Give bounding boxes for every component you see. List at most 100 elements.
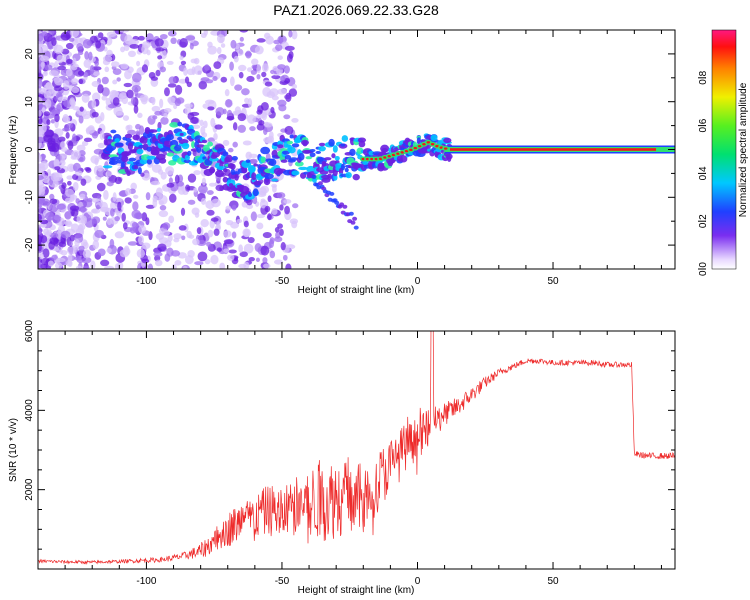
snr-x-tick-label: 50 — [547, 576, 559, 587]
tone-lead-core — [426, 141, 431, 144]
noise-speckle — [137, 112, 143, 118]
ridge-blob — [280, 159, 288, 163]
ridge-blob — [309, 148, 316, 153]
noise-speckle — [139, 94, 149, 103]
noise-speckle — [47, 260, 54, 267]
noise-speckle — [227, 254, 235, 261]
noise-speckle — [97, 32, 104, 39]
noise-speckle — [220, 43, 226, 48]
noise-speckle — [182, 190, 189, 196]
noise-speckle — [64, 220, 69, 226]
noise-speckle — [291, 30, 298, 40]
ridge-blob — [128, 157, 137, 162]
spectrogram-y-tick-label: 10 — [24, 96, 35, 108]
noise-speckle — [168, 76, 177, 84]
noise-speckle — [85, 167, 92, 173]
noise-speckle — [245, 204, 254, 210]
noise-speckle — [100, 111, 105, 122]
tone-lead-core — [417, 144, 422, 148]
noise-speckle — [292, 84, 298, 89]
noise-speckle — [42, 175, 50, 184]
spectrogram-y-axis-label: Frequency (Hz) — [8, 116, 19, 185]
snr-x-tick-label: 0 — [415, 576, 421, 587]
noise-speckle — [60, 230, 71, 239]
noise-speckle — [120, 63, 129, 70]
ridge-blob — [344, 167, 349, 173]
noise-speckle — [267, 195, 272, 203]
noise-speckle — [80, 178, 87, 186]
noise-speckle — [56, 104, 61, 111]
noise-speckle — [275, 44, 283, 52]
colorbar: 0.0 0.2 0.4 0.6 0.8 Normalized spectral ampl… — [698, 29, 749, 276]
noise-speckle — [52, 214, 61, 224]
noise-speckle — [101, 76, 109, 85]
noise-speckle — [155, 187, 163, 197]
noise-speckle — [38, 78, 43, 88]
noise-speckle — [212, 75, 218, 81]
noise-speckle — [267, 213, 272, 221]
noise-speckle — [77, 51, 84, 56]
noise-speckle — [261, 71, 267, 78]
ridge-blob — [166, 152, 175, 157]
noise-speckle — [231, 231, 237, 239]
noise-speckle — [70, 223, 80, 233]
noise-speckle — [126, 124, 133, 130]
noise-speckle — [48, 70, 59, 77]
noise-speckle — [58, 249, 64, 255]
noise-speckle — [140, 172, 145, 177]
noise-speckle — [82, 39, 92, 49]
colorbar-tick-label: 0.6 — [698, 118, 709, 132]
branch-blob — [348, 211, 354, 216]
noise-speckle — [163, 112, 168, 119]
spectrogram-y-tick-label: 20 — [24, 48, 35, 60]
colorbar-tick-label: 0.8 — [698, 70, 709, 84]
tone-lead-core — [409, 148, 413, 152]
snr-x-axis-label: Height of straight line (km) — [298, 585, 415, 596]
spectrogram-y-tick-label: 0 — [24, 146, 35, 152]
noise-speckle — [209, 182, 217, 187]
noise-speckle — [91, 80, 100, 88]
ridge-blob — [277, 144, 284, 149]
noise-speckle — [223, 230, 232, 238]
noise-speckle — [57, 136, 66, 143]
noise-speckle — [213, 61, 222, 69]
noise-speckle — [99, 130, 105, 141]
ridge-blob — [430, 134, 438, 142]
noise-speckle — [258, 120, 265, 126]
noise-speckle — [166, 60, 174, 65]
noise-speckle — [292, 203, 299, 209]
noise-speckle — [60, 141, 66, 149]
noise-speckle — [170, 37, 177, 45]
noise-speckle — [165, 166, 175, 176]
noise-speckle — [68, 240, 73, 247]
noise-speckle — [51, 142, 60, 153]
ridge-blob — [340, 143, 346, 147]
ridge-blob — [358, 140, 366, 148]
ridge-blob — [287, 146, 296, 154]
noise-speckle — [45, 212, 55, 221]
ridge-blob — [132, 134, 140, 141]
branch-blob — [334, 200, 340, 205]
ridge-blob — [126, 160, 134, 165]
ridge-blob — [289, 157, 298, 161]
noise-speckle — [76, 144, 86, 152]
spectrogram-x-tick-label: 50 — [547, 276, 559, 287]
noise-speckle — [247, 114, 256, 124]
noise-speckle — [164, 87, 170, 97]
noise-speckle — [264, 139, 275, 144]
noise-speckle — [136, 60, 141, 67]
noise-speckle — [262, 257, 268, 264]
chart-title: PAZ1.2026.069.22.33.G28 — [273, 2, 439, 18]
ridge-blob — [169, 122, 179, 128]
noise-speckle — [247, 67, 253, 73]
noise-speckle — [279, 228, 284, 237]
ridge-blob — [345, 172, 352, 179]
noise-speckle — [238, 71, 244, 79]
noise-speckle — [145, 192, 151, 201]
noise-speckle — [251, 64, 258, 70]
noise-speckle — [54, 113, 60, 123]
noise-speckle — [210, 217, 219, 222]
noise-speckle — [74, 37, 84, 44]
noise-speckle — [114, 231, 125, 239]
noise-speckle — [110, 208, 115, 217]
